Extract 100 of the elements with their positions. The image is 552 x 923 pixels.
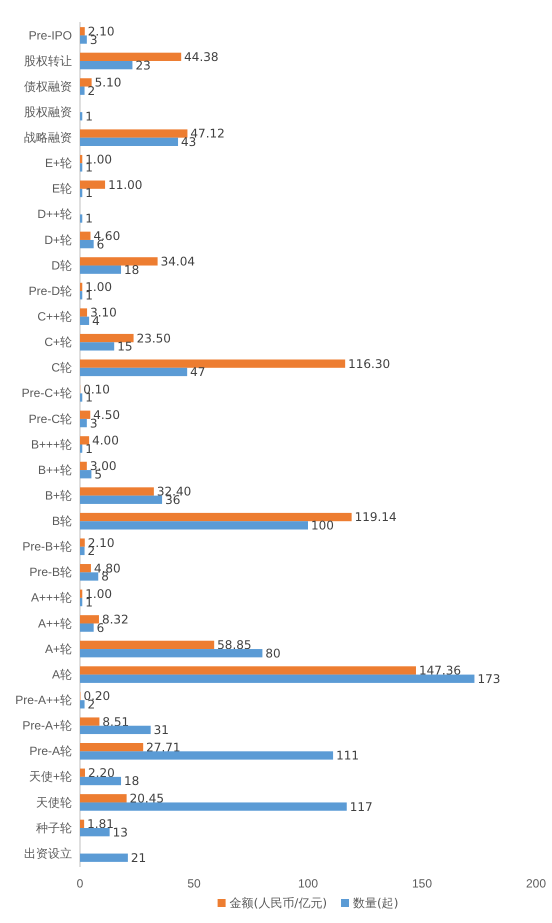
data-label: 2.20 [88,766,115,780]
bar [80,649,262,658]
data-label: 1 [85,186,93,200]
bar [80,794,127,802]
y-tick-label: A+轮 [44,642,72,656]
bar [80,768,86,777]
bar [80,828,110,836]
y-tick-label: D++轮 [37,207,72,222]
data-label: 147.36 [418,664,461,678]
y-tick-label: 天使+轮 [28,770,72,784]
bar [80,487,154,496]
data-label: 100 [311,518,334,533]
y-tick-label: A++轮 [38,616,72,630]
bar [80,496,162,504]
y-tick-label: B轮 [52,514,72,528]
x-tick-label: 200 [526,876,546,891]
bar [80,717,100,726]
x-tick-label: 0 [76,876,84,891]
bar [80,180,106,189]
bar [80,623,94,632]
bar [80,743,144,752]
y-tick-label: 债权融资 [24,79,72,94]
bar [80,436,90,444]
bar [80,615,99,624]
y-tick-label: Pre-A++轮 [15,693,72,708]
data-label: 18 [124,262,140,277]
y-tick-label: E轮 [52,182,72,196]
bar [80,776,122,786]
data-label: 1 [85,109,93,124]
data-label: 4.00 [92,434,119,448]
y-tick-label: C++轮 [37,310,72,324]
bar [80,257,158,266]
bar [80,60,132,70]
y-tick-label: Pre-IPO [28,28,72,42]
data-label: 2 [88,84,96,98]
bar [80,572,98,581]
bar [80,78,92,87]
bar [80,368,188,376]
data-label: 47 [190,365,206,380]
data-label: 44.38 [184,50,219,64]
data-label: 111 [336,748,359,763]
data-label: 13 [112,825,128,840]
y-tick-label: D轮 [51,258,72,272]
bar [80,266,122,274]
y-tick-label: 出资设立 [24,846,72,860]
data-label: 119.14 [354,510,397,524]
data-label: 11.00 [108,178,142,192]
data-label: 8.32 [102,612,129,627]
bar [80,52,182,61]
bar [80,27,85,36]
bar [80,410,90,419]
bar [80,802,347,811]
bar [80,521,308,530]
y-tick-label: 天使轮 [36,795,72,810]
y-tick-label: 股权融资 [24,104,72,119]
x-tick-label: 50 [187,876,201,891]
bar [80,512,352,522]
y-tick-label: Pre-C轮 [28,412,72,426]
y-tick-label: A+++轮 [30,590,72,605]
data-label: 20.45 [130,791,164,806]
bar [80,418,87,428]
bar [80,86,85,95]
data-label: 116.30 [348,356,390,371]
data-label: 58.85 [217,638,252,652]
data-label: 27.71 [146,740,181,754]
bar [80,359,346,368]
bar [80,820,84,828]
y-tick-label: 战略融资 [24,130,72,145]
y-tick-label: C+轮 [44,335,72,350]
bar [80,129,188,138]
bar [80,546,85,556]
x-tick-label: 100 [298,876,318,891]
y-tick-label: Pre-B+轮 [22,540,72,554]
y-tick-label: 股权转让 [24,54,72,68]
bar [80,726,151,734]
bar [80,470,92,478]
legend-label: 数量(起) [353,896,398,910]
bar [80,564,91,572]
bar [80,240,94,248]
bar [80,666,416,675]
data-label: 1 [85,442,93,456]
bar [80,640,214,650]
y-tick-label: A轮 [52,667,72,682]
y-tick-label: B+++轮 [30,437,72,452]
y-tick-label: D+轮 [44,232,72,247]
data-label: 21 [130,850,146,865]
legend-label: 金额(人民币/亿元) [230,896,328,910]
y-tick-label: B+轮 [44,488,72,502]
bar [80,308,88,317]
bar [80,751,334,760]
bar [80,232,90,240]
y-tick-label: Pre-A+轮 [22,718,72,733]
data-label: 18 [124,774,140,788]
data-label: 23.50 [136,331,171,346]
data-label: 8.51 [102,714,130,729]
data-label: 31 [154,723,169,738]
data-label: 23 [135,58,151,72]
bar [80,700,85,708]
x-tick-label: 150 [412,876,432,891]
bar [80,462,87,470]
